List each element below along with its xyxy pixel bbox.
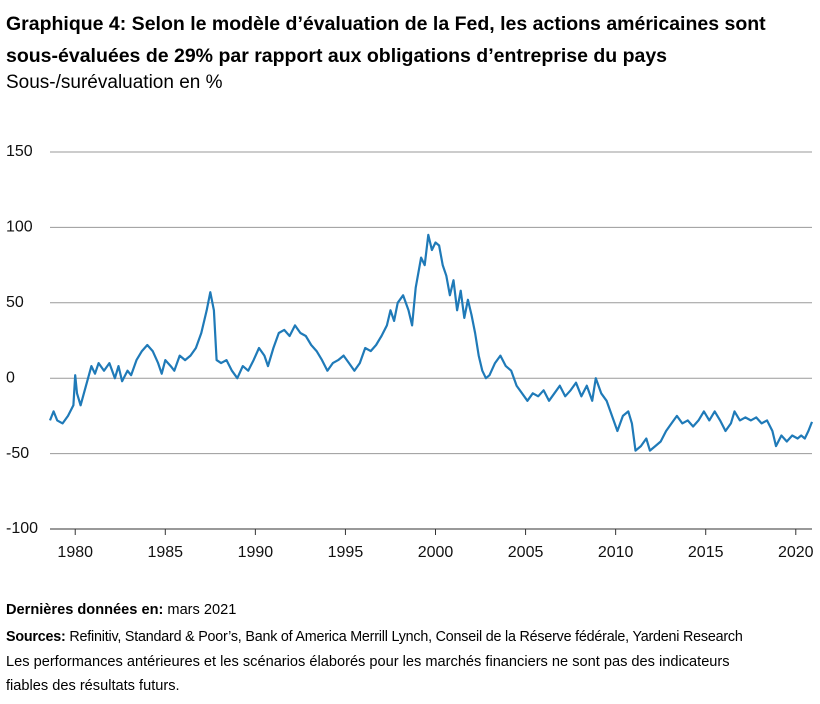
y-tick-label: 0 xyxy=(6,369,15,386)
sources: Sources: Refinitiv, Standard & Poor’s, B… xyxy=(6,625,796,649)
y-tick-label: 100 xyxy=(6,219,33,236)
x-tick-label: 2015 xyxy=(688,544,724,561)
x-tick-label: 1990 xyxy=(238,544,274,561)
sources-value: Refinitiv, Standard & Poor’s, Bank of Am… xyxy=(69,629,743,645)
x-tick-label: 2010 xyxy=(598,544,634,561)
sources-label: Sources: xyxy=(6,629,66,645)
chart-subtitle: Sous-/surévaluation en % xyxy=(6,72,223,93)
chart-title: Graphique 4: Selon le modèle d’évaluatio… xyxy=(6,13,766,67)
last-data: Dernières données en: mars 2021 xyxy=(6,598,796,622)
x-tick-label: 1985 xyxy=(147,544,183,561)
x-tick-label: 1995 xyxy=(328,544,364,561)
y-tick-label: 150 xyxy=(6,143,33,160)
y-tick-label: -100 xyxy=(6,520,38,537)
x-tick-label: 1980 xyxy=(57,544,93,561)
last-label: Dernières données en: xyxy=(6,602,164,618)
x-tick-label: 2020 xyxy=(778,544,814,561)
disclaimer: Les performances antérieures et les scén… xyxy=(6,654,730,694)
x-tick-label: 2000 xyxy=(418,544,454,561)
last-value: mars 2021 xyxy=(167,602,237,618)
y-tick-label: 50 xyxy=(6,294,24,311)
data-line xyxy=(48,233,814,452)
x-tick-label: 2005 xyxy=(508,544,544,561)
y-tick-label: -50 xyxy=(6,445,29,462)
